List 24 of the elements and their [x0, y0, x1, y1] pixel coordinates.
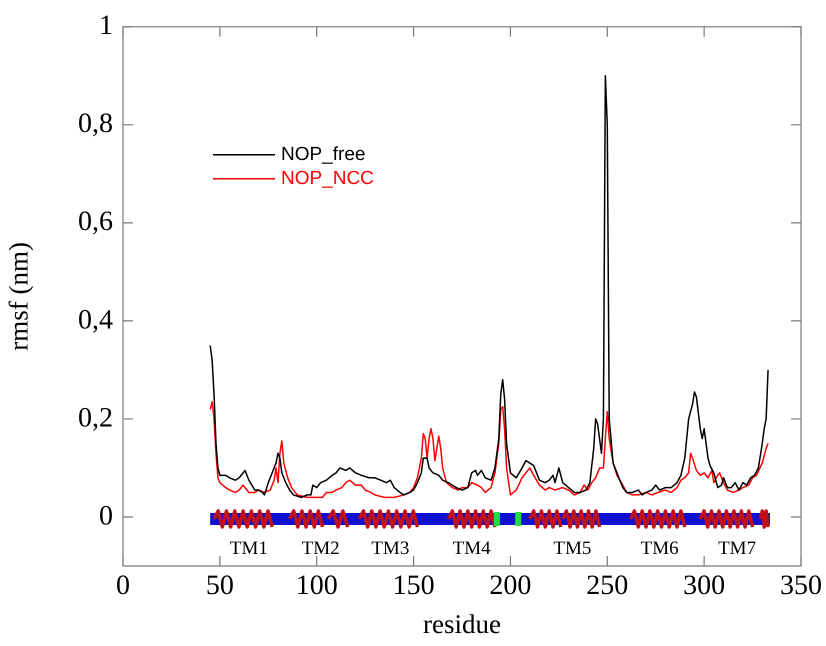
x-tick-label: 100 [296, 570, 338, 602]
annotation: TM5 [553, 538, 592, 559]
y-tick-label: 0,4 [78, 304, 113, 336]
annotation: TM6 [640, 538, 679, 559]
x-tick-label: 150 [392, 570, 435, 602]
annotation: TM7 [718, 538, 756, 559]
legend-label: NOP_free [281, 144, 366, 166]
y-axis-title: rmsf (nm) [3, 242, 34, 351]
y-tick-label: 0,6 [78, 206, 113, 238]
annotation: TM4 [452, 538, 492, 559]
annotation: TM3 [371, 538, 410, 559]
y-tick-label: 0,8 [78, 108, 113, 140]
y-tick-label: 0,2 [78, 402, 113, 434]
x-tick-label: 250 [586, 570, 628, 602]
legend-label: NOP_NCC [281, 168, 374, 190]
x-tick-label: 350 [780, 570, 822, 602]
x-tick-label: 50 [206, 570, 234, 602]
y-tick-label: 1 [99, 10, 113, 42]
annotation: TM1 [230, 538, 268, 559]
annotation: TM2 [302, 538, 340, 559]
x-axis-title: residue [423, 608, 501, 639]
x-tick-label: 300 [683, 570, 726, 602]
y-tick-label: 0 [99, 500, 113, 532]
x-tick-label: 200 [489, 570, 532, 602]
